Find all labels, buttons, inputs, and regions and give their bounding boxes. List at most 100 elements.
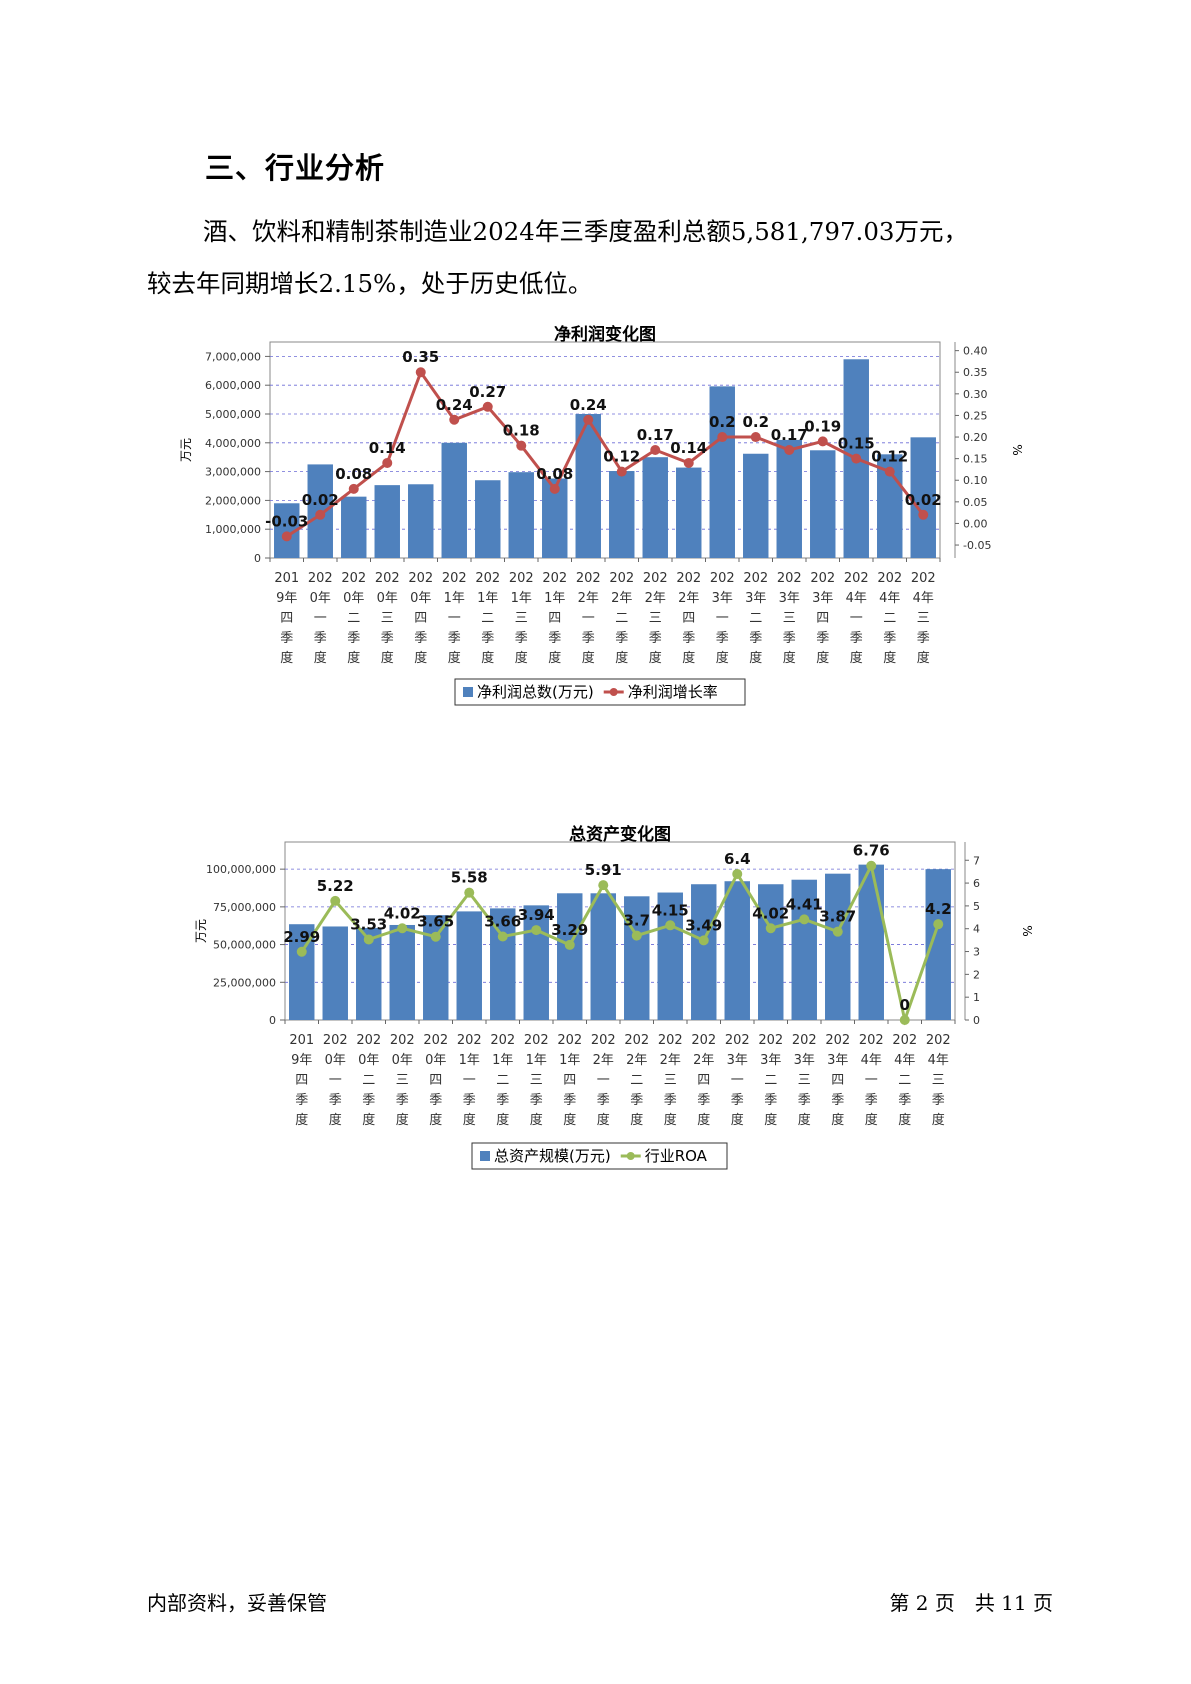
x-tick-label: 202 3年四季度 <box>825 1033 850 1128</box>
bar <box>389 924 415 1020</box>
bar <box>743 453 769 558</box>
line-point <box>665 920 676 931</box>
line-point <box>449 414 460 425</box>
x-tick-label: 202 1年三季度 <box>509 571 534 666</box>
y2-tick-label: 0.00 <box>963 517 988 530</box>
bar <box>624 896 650 1020</box>
footer-note: 内部资料，妥善保管 <box>147 1591 327 1615</box>
data-label: 4.41 <box>786 895 823 913</box>
data-label: 4.02 <box>752 904 789 922</box>
y2-tick-label: 0 <box>973 1014 980 1027</box>
data-label: 3.66 <box>484 912 521 930</box>
line-point <box>866 860 877 871</box>
line-point <box>583 414 594 425</box>
legend-swatch-point <box>609 688 618 696</box>
bar <box>374 485 400 558</box>
data-label: 5.91 <box>585 861 622 879</box>
bar <box>590 893 616 1020</box>
line-point <box>363 934 374 945</box>
data-label: 4.15 <box>652 901 689 919</box>
data-label: 4.2 <box>925 900 952 918</box>
data-label: 3.49 <box>685 916 722 934</box>
line-point <box>482 401 493 412</box>
line-point <box>784 445 795 455</box>
summary-line-1: 酒、饮料和精制茶制造业2024年三季度盈利总额5,581,797.03万元， <box>203 217 969 246</box>
data-label: 0.17 <box>771 426 808 444</box>
data-label: 3.7 <box>623 912 650 930</box>
line-point <box>281 531 292 542</box>
line-point <box>415 367 426 378</box>
data-label: 0.2 <box>709 413 736 431</box>
legend-label-bar: 总资产规模(万元) <box>494 1147 611 1165</box>
bar <box>456 911 482 1020</box>
bar <box>423 915 449 1020</box>
line-series <box>300 861 940 1026</box>
data-label: 0.27 <box>469 383 506 401</box>
x-tick-label: 202 4年二季度 <box>877 571 902 666</box>
y2-tick-label: 0.15 <box>963 453 988 466</box>
data-label: 0.15 <box>838 435 875 453</box>
line-point <box>296 946 307 957</box>
bar <box>441 442 467 558</box>
data-label: 0.24 <box>436 396 473 414</box>
bar <box>724 881 750 1020</box>
data-label: 0.14 <box>670 439 707 457</box>
y-tick-label: 25,000,000 <box>213 976 276 989</box>
y-tick-label: 3,000,000 <box>205 466 261 479</box>
line-point <box>616 466 627 477</box>
legend-label-line: 行业ROA <box>645 1147 708 1165</box>
line-point <box>933 919 944 930</box>
x-tick-label: 201 9年四季度 <box>274 571 299 666</box>
legend-box <box>471 1142 728 1170</box>
data-label: 3.29 <box>551 921 588 939</box>
line-point <box>348 483 359 494</box>
line-point <box>918 509 929 520</box>
y2-tick-label: 0.20 <box>963 431 988 444</box>
data-label: 0.17 <box>637 426 674 444</box>
bar <box>758 884 784 1020</box>
data-label: 0.08 <box>536 465 573 483</box>
x-tick-label: 202 3年四季度 <box>810 571 835 666</box>
bar <box>642 457 668 558</box>
data-label: 6.76 <box>853 842 890 860</box>
y2-tick-label: 0.40 <box>963 345 988 358</box>
data-label: 0.12 <box>871 448 908 466</box>
x-tick-label: 202 2年三季度 <box>643 571 668 666</box>
y-tick-label: 100,000,000 <box>206 863 276 876</box>
section-heading: 三、行业分析 <box>205 151 386 185</box>
bar <box>691 884 717 1020</box>
x-tick-label: 202 4年三季度 <box>911 571 936 666</box>
line-point <box>330 895 341 906</box>
y2-tick-label: 0.25 <box>963 409 988 422</box>
x-tick-label: 202 0年二季度 <box>356 1033 381 1128</box>
data-label: 0 <box>900 996 910 1014</box>
line-point <box>717 432 728 443</box>
bar <box>657 892 683 1020</box>
x-tick-label: 202 1年二季度 <box>490 1033 515 1128</box>
y2-tick-label: 7 <box>973 854 980 867</box>
data-label: 0.14 <box>369 439 406 457</box>
y-axis-label: 万元 <box>194 919 208 943</box>
legend-swatch-bar <box>480 1151 490 1161</box>
bar <box>791 879 817 1020</box>
data-label: 0.19 <box>804 417 841 435</box>
x-tick-label: 202 3年三季度 <box>777 571 802 666</box>
bar <box>408 484 434 558</box>
data-label: 3.87 <box>819 908 856 926</box>
x-tick-label: 202 1年四季度 <box>542 571 567 666</box>
x-tick-label: 202 4年二季度 <box>892 1033 917 1128</box>
line-point <box>315 509 326 520</box>
line-point <box>382 457 393 468</box>
x-tick-label: 202 0年四季度 <box>423 1033 448 1128</box>
bar <box>776 439 802 558</box>
y-tick-label: 7,000,000 <box>205 350 261 363</box>
y2-tick-label: 0.05 <box>963 496 988 509</box>
bar <box>508 472 534 558</box>
line-point <box>549 483 560 494</box>
line-point <box>650 445 661 455</box>
y2-tick-label: 3 <box>973 946 980 959</box>
legend-swatch-bar <box>463 687 473 697</box>
x-tick-label: 202 2年二季度 <box>609 571 634 666</box>
x-tick-label: 202 3年三季度 <box>792 1033 817 1128</box>
legend-swatch-point <box>626 1152 635 1160</box>
